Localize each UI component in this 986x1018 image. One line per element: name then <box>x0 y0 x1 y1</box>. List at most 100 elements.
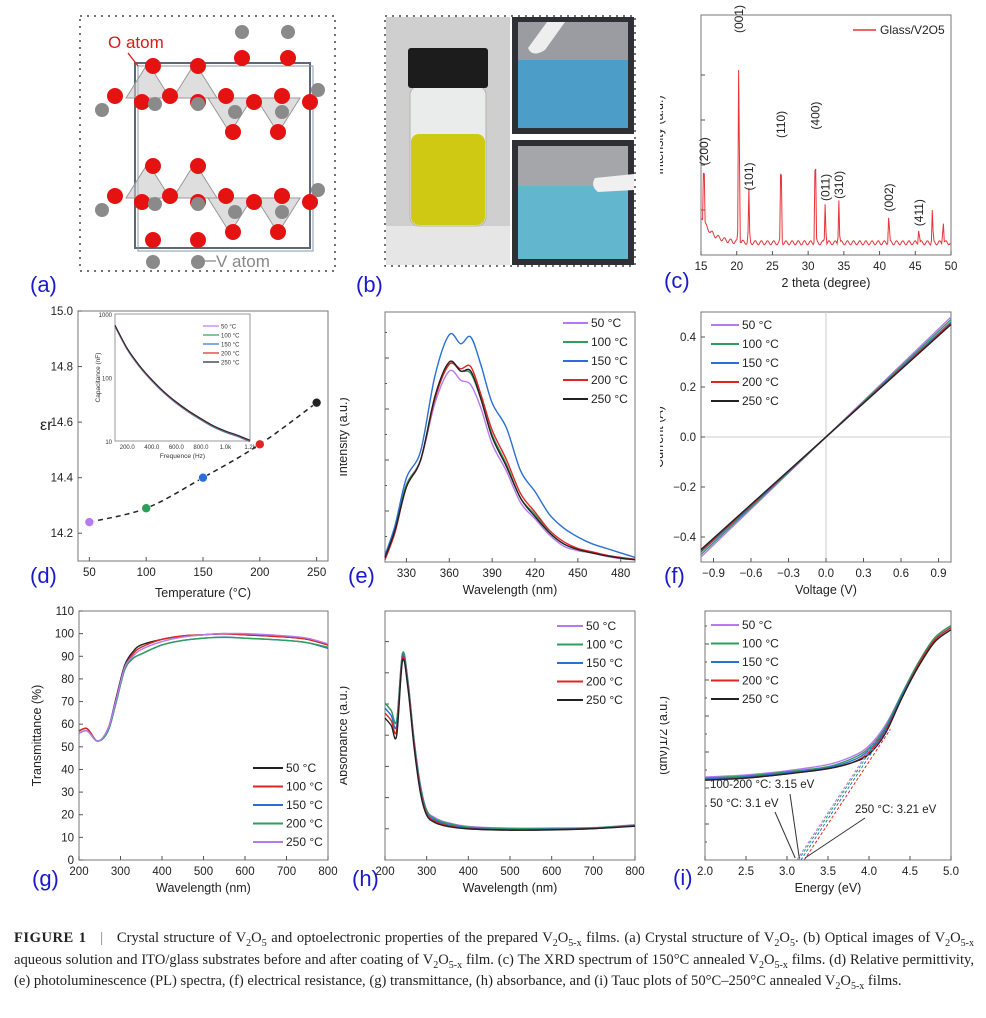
panel-d-permittivity-chart: 50 100 150 200 250 14.2 14.4 14.6 14.8 15.0 Temper… <box>30 306 329 600</box>
legend-label: 200 °C <box>742 674 779 688</box>
x-tick-label: 0.0 <box>818 568 834 580</box>
vanadium-atom <box>95 103 109 117</box>
series-line-150c <box>78 636 329 742</box>
series-line-200c <box>78 636 329 742</box>
cyan-coated-area <box>518 186 628 259</box>
x-tick-label: 700 <box>584 866 603 878</box>
x-tick-label: 360 <box>440 568 459 580</box>
y-tick-label: 14.2 <box>51 528 73 540</box>
x-tick-label: 200 <box>375 866 394 878</box>
figure-label: FIGURE 1 <box>14 930 87 946</box>
figure-caption: FIGURE 1 | Crystal structure of V2O5 and… <box>14 928 974 993</box>
y-tick-label: 40 <box>61 764 74 776</box>
y-tick-label: 60 <box>61 719 74 731</box>
inset-legend-label: 150 °C <box>221 343 240 349</box>
oxygen-atom <box>302 194 318 210</box>
y-tick-label: 14.8 <box>51 362 73 374</box>
vanadium-atom <box>275 105 289 119</box>
panel-label-c: (c) <box>664 268 690 293</box>
panel-b-optical-images: (b) <box>356 15 636 297</box>
oxygen-atom <box>145 232 161 248</box>
oxygen-atom <box>280 50 296 66</box>
legend-label: 200 °C <box>591 373 628 387</box>
oxygen-atom <box>134 194 150 210</box>
oxygen-atom <box>162 188 178 204</box>
x-tick-label: 800 <box>318 866 337 878</box>
legend-label: 200 °C <box>742 375 779 389</box>
legend-label: 250 °C <box>591 392 628 406</box>
tauc-extrapolation-line <box>796 728 884 861</box>
x-tick-label: 800 <box>625 866 644 878</box>
vanadium-atom <box>191 197 205 211</box>
y-tick-label: 90 <box>61 651 74 663</box>
oxygen-atom <box>162 88 178 104</box>
data-point <box>255 439 265 450</box>
y-tick-label: 110 <box>56 606 74 618</box>
x-tick-label: −0.9 <box>702 568 725 580</box>
legend-label: 100 °C <box>742 637 779 651</box>
data-point <box>141 503 151 514</box>
y-axis-label: Current (A) <box>660 406 666 468</box>
panel-c-xrd-chart: 15 20 25 30 35 40 45 50 2 theta (degree) Intensit… <box>660 5 957 293</box>
legend-label: 150 °C <box>742 356 779 370</box>
xrd-spectrum-line <box>701 70 951 246</box>
x-tick-label: 15 <box>695 261 708 273</box>
dotted-frame <box>79 15 336 272</box>
y-tick-label: 20 <box>61 810 74 822</box>
oxygen-atom <box>225 124 241 140</box>
tauc-extrapolation-line <box>800 728 888 861</box>
peak-label: (411) <box>912 199 926 226</box>
y-tick-label: 100 <box>55 629 74 641</box>
x-tick-label: 50 <box>83 567 96 579</box>
caption-text: Crystal structure of V2O5 and optoelectr… <box>14 930 974 992</box>
oxygen-atom <box>225 224 241 240</box>
x-tick-label: 20 <box>730 261 743 273</box>
x-tick-label: 250 <box>307 567 326 579</box>
legend-label: Glass/V2O5 <box>880 23 945 37</box>
x-axis-label: Wavelength (nm) <box>463 583 558 597</box>
vanadium-atom <box>228 105 242 119</box>
x-axis-label: Wavelength (nm) <box>156 881 251 895</box>
x-tick-label: 700 <box>277 866 296 878</box>
panel-label-d: (d) <box>30 563 57 588</box>
y-axis-label: Transmittance (%) <box>30 685 44 787</box>
inset-legend-label: 200 °C <box>221 352 240 358</box>
legend-label: 50 °C <box>742 318 772 332</box>
inset-y-tick-label: 100 <box>102 377 113 383</box>
legend-label: 100 °C <box>742 337 779 351</box>
series-line-100c <box>78 633 329 742</box>
y-tick-label: 0.2 <box>680 382 696 394</box>
legend-label: 100 °C <box>286 780 323 794</box>
x-tick-label: 40 <box>873 261 886 273</box>
vanadium-atom <box>228 205 242 219</box>
annotation-arrow <box>789 793 800 859</box>
legend-label: 200 °C <box>286 817 323 831</box>
series-line-250c <box>704 629 952 781</box>
panel-h-absorbance-chart: 200 300 400 500 600 700 800 Wavelength (nm) Abso… <box>340 610 645 895</box>
series-line-250c <box>384 360 636 561</box>
panel-a-crystal-structure: O atom V atom (a) <box>30 15 336 297</box>
oxygen-atom <box>274 88 290 104</box>
legend-label: 200 °C <box>586 675 623 689</box>
oxygen-atom <box>274 188 290 204</box>
peak-label: (400) <box>808 102 822 130</box>
y-axis-label: Intensity (a.u.) <box>340 397 350 476</box>
vanadium-atom <box>311 183 325 197</box>
vanadium-atom <box>281 25 295 39</box>
legend-label: 250 °C <box>586 693 623 707</box>
x-tick-label: 0.3 <box>856 568 872 580</box>
panel-label-a: (a) <box>30 272 57 297</box>
vanadium-atom <box>148 97 162 111</box>
subscript: 2 <box>433 959 439 971</box>
y-tick-label: 0.0 <box>680 432 696 444</box>
oxygen-atom <box>190 58 206 74</box>
y-tick-label: 14.4 <box>51 473 74 485</box>
subscript: 2 <box>835 980 841 992</box>
subscript: 5-x <box>448 959 463 971</box>
x-tick-label: 420 <box>525 568 544 580</box>
x-tick-label: −0.6 <box>740 568 763 580</box>
subscript: 2 <box>246 937 252 949</box>
oxygen-atom <box>218 88 234 104</box>
inset-x-axis-label: Frequence (Hz) <box>160 453 205 460</box>
panel-label-f: (f) <box>664 563 685 588</box>
